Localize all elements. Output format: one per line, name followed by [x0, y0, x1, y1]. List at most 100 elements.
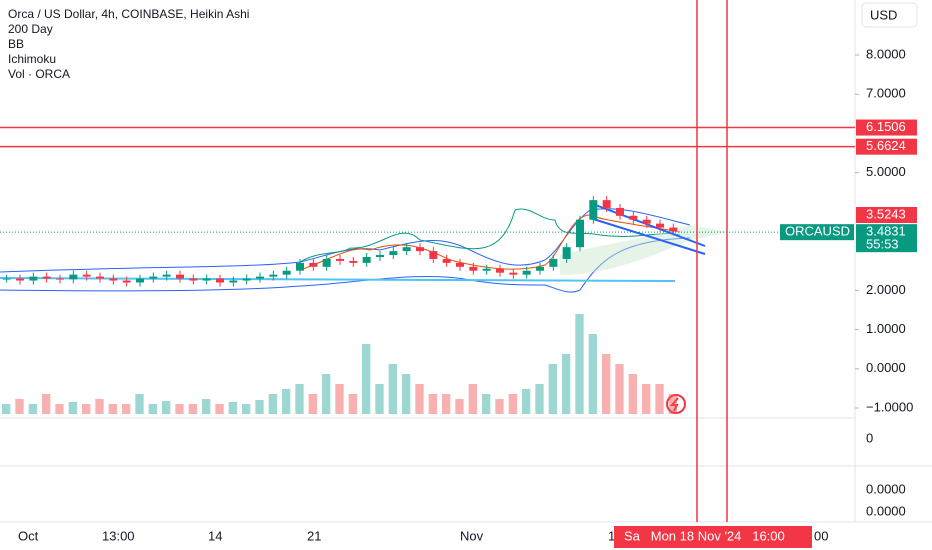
volume-bar [322, 374, 331, 414]
candle [336, 258, 344, 261]
volume-bar [535, 384, 544, 414]
volume-bar [375, 384, 384, 414]
volume-bar [162, 401, 171, 414]
candle [322, 258, 331, 267]
candle [362, 256, 371, 263]
level-tag-label: 6.1506 [866, 119, 906, 134]
volume-bar [548, 364, 557, 414]
time-label: 00 [814, 528, 828, 543]
candle [122, 280, 131, 283]
indicator-label: Vol · ORCA [8, 67, 70, 81]
level-tag-label: 5.6624 [866, 138, 906, 153]
volume-bar [495, 399, 504, 414]
countdown-label: 55:53 [866, 237, 899, 252]
candle [256, 276, 264, 279]
volume-bar [562, 354, 571, 414]
support-line [0, 277, 676, 282]
volume-bar [55, 404, 64, 414]
volume-bar [508, 394, 517, 414]
indicator-lines [0, 202, 730, 293]
time-label: 21 [307, 528, 321, 543]
price-tick-label: 5.0000 [866, 164, 906, 179]
volume-bar [482, 394, 491, 414]
high-tag [856, 207, 917, 223]
volume-bar [588, 334, 597, 414]
candle [16, 278, 24, 281]
high-tag-label: 3.5243 [866, 206, 906, 221]
candle [416, 247, 424, 252]
pane-label: 0.0000 [866, 503, 906, 518]
candle [442, 258, 451, 263]
indicator-label: BB [8, 37, 24, 51]
candle [309, 262, 318, 267]
volume-bar [215, 404, 224, 414]
price-tick-label: 7.0000 [866, 86, 906, 101]
candle [296, 262, 304, 271]
trendline-upper [589, 202, 706, 247]
volume-bar [522, 389, 531, 414]
candle [82, 274, 91, 277]
candle [149, 276, 158, 279]
candle [642, 219, 651, 224]
volume-bar [642, 384, 651, 414]
indicator-label: Ichimoku [8, 52, 56, 66]
candle [136, 278, 144, 283]
volume-bar [442, 394, 451, 414]
candle [562, 247, 571, 259]
currency-label[interactable]: USD [870, 7, 897, 22]
volume-bar [15, 399, 24, 414]
time-label: Oct [18, 528, 39, 543]
volume-bar [308, 394, 317, 414]
volume-bar [202, 399, 211, 414]
volume-bar [428, 394, 437, 414]
volume-bar [228, 402, 237, 414]
volume-bar [255, 400, 264, 414]
candle [656, 223, 664, 228]
candle [216, 278, 224, 283]
candle [2, 278, 11, 280]
volume-bar [402, 374, 411, 414]
candle [349, 260, 358, 263]
volume-bar [242, 404, 251, 414]
volume-bar [282, 389, 291, 414]
time-label: 1 [608, 528, 615, 543]
candle [402, 247, 411, 252]
price-tick-label: 2.0000 [866, 282, 906, 297]
candle [576, 219, 584, 248]
candle [389, 251, 398, 256]
price-tick-label: 8.0000 [866, 46, 906, 61]
candle [496, 268, 504, 273]
candle [629, 215, 638, 220]
candle [109, 278, 118, 281]
crosshair-time: Sa Mon 18 Nov '24 16:00 [624, 528, 785, 543]
volume-bar [602, 354, 611, 414]
volume-bar [95, 399, 104, 414]
price-tick-label: 0.0000 [866, 360, 906, 375]
last-price-tag [856, 224, 917, 253]
pane-label: 0 [866, 430, 873, 445]
candle [96, 276, 104, 279]
symbol-title: Orca / US Dollar, 4h, COINBASE, Heikin A… [8, 7, 249, 21]
trendline-lower [589, 217, 706, 255]
volume-bar [388, 364, 397, 414]
time-label: 14 [208, 528, 222, 543]
symbol-tag [780, 224, 854, 241]
candle [269, 274, 278, 277]
volume-bar [68, 402, 77, 414]
last-price-label: 3.4831 [866, 224, 906, 239]
currency-button[interactable] [861, 2, 918, 28]
symbol-tag-label: ORCAUSD [785, 224, 850, 239]
pane-label: 0.0000 [866, 481, 906, 496]
volume-bar [295, 384, 304, 414]
candle [56, 278, 64, 280]
volume-bar [268, 394, 277, 414]
volume-bar [362, 344, 371, 414]
volume-bar [42, 394, 51, 414]
candle [202, 278, 211, 281]
volume-bar [348, 394, 357, 414]
candle [536, 266, 544, 271]
candle [589, 200, 598, 220]
volume-bar [468, 384, 477, 414]
volume-bar [655, 384, 664, 414]
